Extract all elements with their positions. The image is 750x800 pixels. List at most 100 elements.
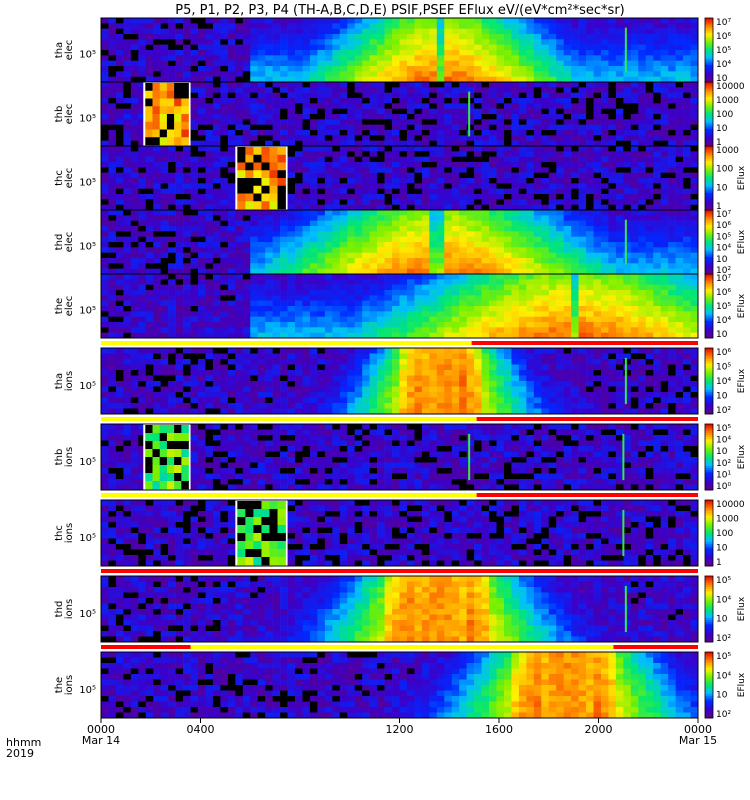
- spectrogram-cell: [407, 23, 415, 29]
- spectrogram-cell: [377, 114, 385, 120]
- spectrogram-cell: [541, 109, 549, 115]
- spectrogram-cell: [474, 253, 482, 259]
- spectrogram-cell: [414, 306, 422, 312]
- spectrogram-cell: [243, 141, 251, 147]
- spectrogram-cell: [385, 77, 393, 83]
- spectrogram-cell: [616, 231, 624, 237]
- spectrogram-cell: [280, 226, 288, 232]
- spectrogram-cell: [191, 290, 199, 296]
- spectrogram-cell: [653, 55, 661, 61]
- spectrogram-cell: [302, 333, 310, 339]
- spectrogram-cell: [579, 23, 587, 29]
- spectrogram-cell: [564, 253, 572, 259]
- spectrogram-cell: [153, 301, 161, 307]
- spectrogram-cell: [355, 221, 363, 227]
- spectrogram-cell: [653, 29, 661, 35]
- spectrogram-cell: [519, 226, 527, 232]
- spectrogram-cell: [556, 87, 564, 93]
- spectrogram-cell: [295, 77, 303, 83]
- spectrogram-cell: [437, 279, 445, 285]
- spectrogram-cell: [295, 333, 303, 339]
- spectrogram-cell: [571, 285, 579, 291]
- calibration-cell: [261, 201, 269, 209]
- spectrogram-cell: [101, 55, 109, 61]
- spectrogram-cell: [325, 167, 333, 173]
- spectrogram-cell: [541, 311, 549, 317]
- spectrogram-cell: [370, 87, 378, 93]
- spectrogram-cell: [205, 23, 213, 29]
- spectrogram-cell: [116, 210, 124, 216]
- spectrogram-cell: [422, 98, 430, 104]
- spectrogram-cell: [661, 130, 669, 136]
- spectrogram-cell: [594, 82, 602, 88]
- spectrogram-cell: [437, 258, 445, 264]
- spectrogram-cell: [213, 130, 221, 136]
- spectrogram-cell: [138, 301, 146, 307]
- spectrogram-cell: [414, 322, 422, 328]
- spectrogram-cell: [191, 23, 199, 29]
- spectrogram-cell: [631, 221, 639, 227]
- spectrogram-cell: [377, 178, 385, 184]
- spectrogram-cell: [191, 71, 199, 77]
- spectrogram-cell: [347, 50, 355, 56]
- spectrogram-cell: [474, 162, 482, 168]
- spectrogram-cell: [265, 263, 273, 269]
- spectrogram-cell: [250, 23, 258, 29]
- spectrogram-cell: [250, 109, 258, 115]
- spectrogram-cell: [362, 71, 370, 77]
- spectrogram-cell: [444, 135, 452, 141]
- spectrogram-cell: [370, 194, 378, 200]
- spectrogram-cell: [631, 125, 639, 131]
- spectrogram-cell: [146, 247, 154, 253]
- spectrogram-cell: [146, 39, 154, 45]
- spectrogram-cell: [519, 141, 527, 147]
- spectrogram-cell: [474, 55, 482, 61]
- spectrogram-cell: [400, 119, 408, 125]
- spectrogram-cell: [511, 87, 519, 93]
- spectrogram-cell: [123, 167, 131, 173]
- spectrogram-cell: [683, 146, 691, 152]
- spectrogram-cell: [437, 119, 445, 125]
- calibration-cell: [269, 178, 277, 186]
- spectrogram-cell: [168, 146, 176, 152]
- spectrogram-cell: [191, 237, 199, 243]
- spectrogram-cell: [623, 130, 631, 136]
- spectrogram-cell: [310, 253, 318, 259]
- spectrogram-cell: [243, 274, 251, 280]
- spectrogram-cell: [467, 135, 475, 141]
- spectrogram-cell: [332, 317, 340, 323]
- spectrogram-cell: [317, 119, 325, 125]
- spectrogram-cell: [586, 199, 594, 205]
- spectrogram-cell: [108, 290, 116, 296]
- spectrogram-cell: [683, 247, 691, 253]
- spectrogram-cell: [288, 290, 296, 296]
- spectrogram-cell: [519, 157, 527, 163]
- spectrogram-cell: [280, 306, 288, 312]
- spectrogram-cell: [429, 317, 437, 323]
- spectrogram-cell: [235, 45, 243, 51]
- spectrogram-cell: [288, 93, 296, 99]
- spectrogram-cell: [213, 194, 221, 200]
- spectrogram-cell: [273, 221, 281, 227]
- spectrogram-cell: [616, 98, 624, 104]
- spectrogram-cell: [467, 327, 475, 333]
- spectrogram-cell: [556, 98, 564, 104]
- spectrogram-cell: [220, 322, 228, 328]
- spectrogram-cell: [601, 317, 609, 323]
- spectrogram-cell: [243, 98, 251, 104]
- spectrogram-cell: [153, 269, 161, 275]
- spectrogram-cell: [414, 103, 422, 109]
- spectrogram-cell: [176, 274, 184, 280]
- spectrogram-cell: [437, 333, 445, 339]
- spectrogram-cell: [422, 231, 430, 237]
- spectrogram-cell: [265, 82, 273, 88]
- spectrogram-cell: [571, 274, 579, 280]
- spectrogram-cell: [623, 39, 631, 45]
- spectrogram-cell: [205, 71, 213, 77]
- spectrogram-cell: [302, 205, 310, 211]
- spectrogram-cell: [467, 311, 475, 317]
- spectrogram-cell: [220, 189, 228, 195]
- spectrogram-cell: [176, 333, 184, 339]
- spectrogram-cell: [526, 194, 534, 200]
- panel-stack: tha elec 10⁵10⁷10⁶10⁵10⁴10⁳thb elec 10⁵10000…: [54, 18, 747, 720]
